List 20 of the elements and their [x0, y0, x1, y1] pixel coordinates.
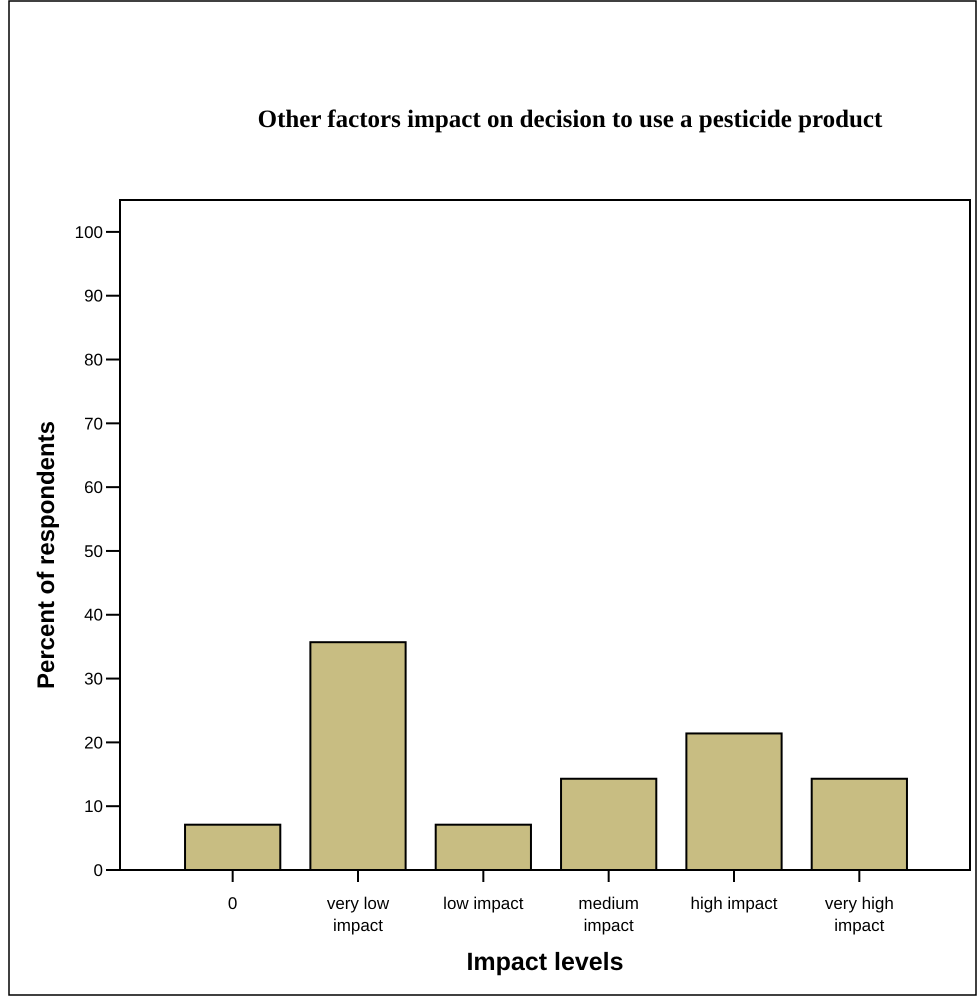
y-tick-label: 30 — [84, 670, 103, 689]
x-tick-label: medium impact — [578, 894, 639, 935]
x-tick-label: very high impact — [824, 894, 894, 935]
y-axis-title: Percent of respondents — [33, 420, 60, 690]
y-tick-label: 100 — [74, 222, 103, 242]
chart-title: Other factors impact on decision to use a pesticide product — [258, 106, 884, 133]
y-tick-label: 10 — [84, 797, 103, 816]
y-tick-label: 50 — [84, 542, 103, 561]
x-tick-label: high impact — [690, 894, 778, 913]
y-tick-label: 90 — [84, 286, 103, 306]
x-tick-label: low impact — [443, 894, 524, 913]
y-tick-label: 80 — [84, 350, 103, 370]
y-tick-label: 70 — [84, 414, 103, 434]
x-tick-label: very low impact — [326, 894, 390, 935]
y-tick-label: 40 — [84, 606, 103, 625]
x-tick-label: 0 — [228, 894, 238, 913]
y-tick-label: 60 — [84, 478, 103, 498]
y-tick-label: 0 — [94, 860, 103, 880]
y-tick-label: 20 — [84, 733, 103, 752]
x-axis-title: Impact levels — [466, 948, 624, 976]
